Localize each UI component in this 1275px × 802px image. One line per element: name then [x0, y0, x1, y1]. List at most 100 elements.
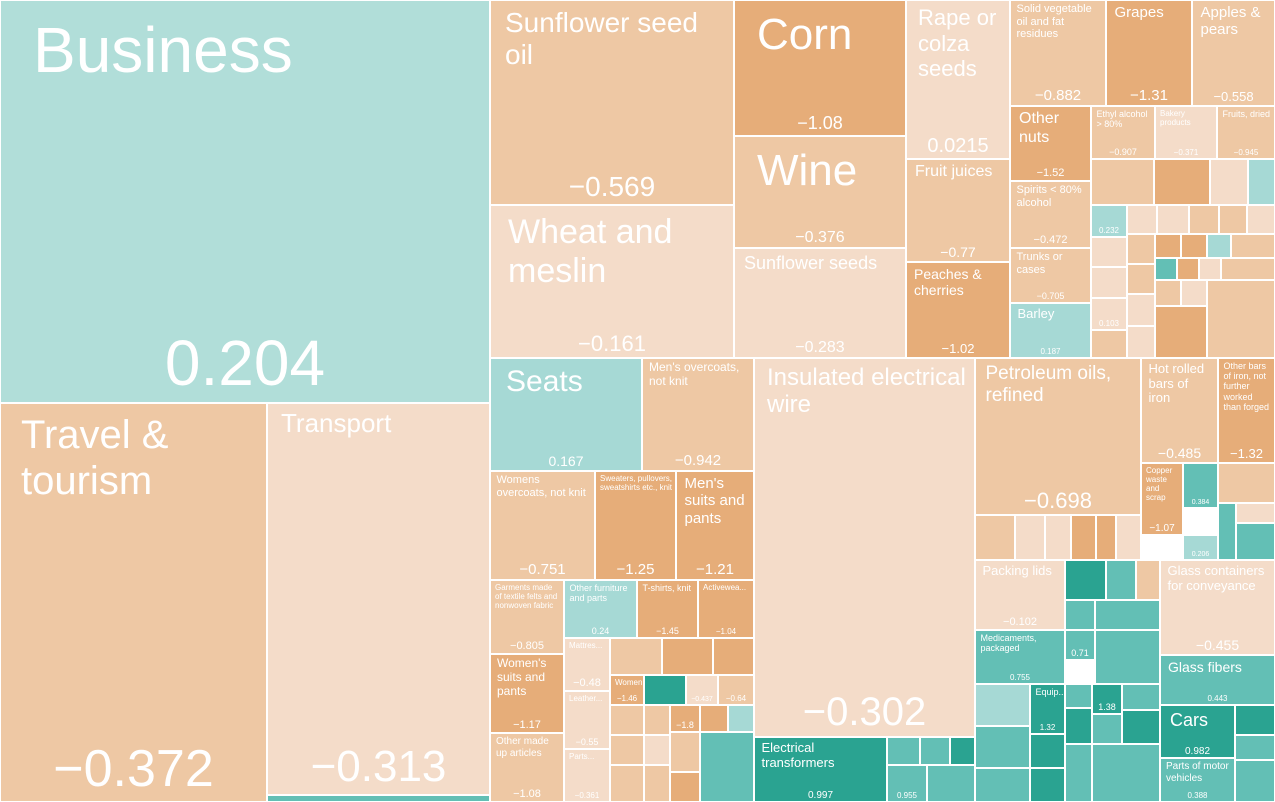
treemap-tile-cars[interactable]: Cars 0.982: [1160, 705, 1235, 758]
treemap-tile-53[interactable]: 0.71: [1065, 630, 1095, 660]
treemap-filler-cell: [1155, 306, 1207, 358]
treemap-filler-cell: [1157, 205, 1189, 234]
treemap-filler-cell: [1065, 684, 1092, 708]
treemap-filler-cell: [1091, 159, 1154, 205]
treemap-tile-electrical-transformers[interactable]: Electrical transformers 0.997: [754, 737, 887, 802]
treemap-tile-21[interactable]: 0.232: [1091, 205, 1127, 237]
treemap-tile-glass-containers-for-conveyance[interactable]: Glass containers for conveyance −0.455: [1160, 560, 1275, 655]
treemap-tile-label: Medicaments, packaged: [980, 632, 1037, 654]
treemap-tile-seats[interactable]: Seats 0.167: [490, 358, 642, 471]
treemap-tile-trunks-or-cases[interactable]: Trunks or cases −0.705: [1010, 248, 1091, 303]
treemap-filler-cell: [1136, 560, 1160, 600]
treemap-filler-cell: [1065, 708, 1092, 744]
treemap-tile-hot-rolled-bars-of-iron[interactable]: Hot rolled bars of iron −0.485: [1141, 358, 1218, 463]
treemap-tile-label: Business: [33, 13, 293, 86]
treemap-tile-value: −0.455: [1195, 636, 1240, 653]
treemap-tile-value: −1.32: [1230, 446, 1263, 462]
treemap-tile-transport[interactable]: Transport −0.313: [267, 403, 490, 795]
treemap-tile-women-s-suits-and-pants[interactable]: Women's suits and pants −1.17: [490, 654, 564, 733]
treemap-tile-equip[interactable]: Equip... 1.32: [1030, 684, 1065, 734]
treemap-filler-cell: [1045, 515, 1071, 560]
treemap-filler-cell: [610, 705, 644, 735]
treemap-tile-sunflower-seed-oil[interactable]: Sunflower seed oil −0.569: [490, 0, 734, 205]
treemap-filler-cell: [1207, 234, 1231, 258]
treemap-filler-cell: [1092, 714, 1122, 744]
treemap-filler-cell: [700, 732, 754, 802]
treemap-tile-corn[interactable]: Corn −1.08: [734, 0, 906, 136]
treemap-tile-other-nuts[interactable]: Other nuts −1.52: [1010, 106, 1091, 181]
treemap-tile-value: −1.08: [797, 113, 843, 134]
treemap-tile-value: 0.204: [164, 327, 326, 400]
treemap-tile-wine[interactable]: Wine −0.376: [734, 136, 906, 248]
treemap-tile-women[interactable]: Women... −1.46: [610, 675, 644, 705]
treemap-tile-48[interactable]: 0.384: [1183, 463, 1218, 508]
treemap-filler-cell: [1091, 237, 1127, 267]
treemap-tile-fruit-juices[interactable]: Fruit juices −0.77: [906, 159, 1010, 262]
treemap-tile-value: −0.48: [573, 677, 601, 690]
treemap-tile-activewea[interactable]: Activewea... −1.04: [698, 580, 754, 638]
treemap-tile-mattres[interactable]: Mattres... −0.48: [564, 638, 610, 691]
treemap-tile-garments-made-of-textile-felts-and-nonwoven-fabric[interactable]: Garments made of textile felts and nonwo…: [490, 580, 564, 654]
treemap-tile-label: Sunflower seeds: [744, 252, 878, 273]
treemap-tile-fruits-dried[interactable]: Fruits, dried −0.945: [1217, 106, 1275, 159]
treemap-tile-22[interactable]: 0.103: [1091, 298, 1127, 330]
treemap-tile-value: 0.997: [807, 789, 834, 801]
treemap-tile-sweaters-pullovers-sweatshirts-etc-knit[interactable]: Sweaters, pullovers, sweatshirts etc., k…: [595, 471, 676, 580]
treemap-tile-petroleum-oils-refined[interactable]: Petroleum oils, refined −0.698: [975, 358, 1141, 515]
treemap-filler-cell: [1181, 280, 1207, 306]
treemap-tile-peaches-cherries[interactable]: Peaches & cherries −1.02: [906, 262, 1010, 358]
treemap-tile-parts[interactable]: Parts... −0.361: [564, 749, 610, 802]
treemap-tile-value: −1.25: [616, 560, 655, 578]
treemap-tile-value: −0.313: [310, 742, 447, 792]
treemap-filler-cell: [1127, 205, 1157, 234]
treemap-tile-wheat-and-meslin[interactable]: Wheat and meslin −0.161: [490, 205, 734, 358]
treemap-filler-cell: [1218, 503, 1236, 560]
treemap-tile-55[interactable]: 1.38: [1092, 684, 1122, 714]
treemap-tile-ethyl-alcohol-80[interactable]: Ethyl alcohol > 80% −0.907: [1091, 106, 1155, 159]
treemap-tile-value: −1.07: [1149, 522, 1175, 534]
treemap-filler-cell: [1015, 515, 1045, 560]
treemap-tile-womens-overcoats-not-knit[interactable]: Womens overcoats, not knit −0.751: [490, 471, 595, 580]
treemap-tile-38[interactable]: −1.8: [670, 705, 700, 732]
treemap-tile-apples-pears[interactable]: Apples & pears −0.558: [1192, 0, 1275, 106]
treemap-tile-solid-vegetable-oil-and-fat-residues[interactable]: Solid vegetable oil and fat residues −0.8…: [1010, 0, 1106, 106]
treemap-filler-cell: [1231, 234, 1275, 258]
treemap-tile-t-shirts-knit[interactable]: T-shirts, knit −1.45: [637, 580, 698, 638]
treemap-filler-cell: [1189, 205, 1219, 234]
treemap-tile-49[interactable]: 0.206: [1183, 535, 1218, 560]
treemap-tile-packing-lids[interactable]: Packing lids −0.102: [975, 560, 1065, 630]
treemap-tile-men-s-suits-and-pants[interactable]: Men's suits and pants −1.21: [676, 471, 754, 580]
treemap-tile-grapes[interactable]: Grapes −1.31: [1106, 0, 1192, 106]
treemap-tile-glass-fibers[interactable]: Glass fibers 0.443: [1160, 655, 1275, 705]
treemap-tile-leather[interactable]: Leather... −0.55: [564, 691, 610, 749]
treemap-tile-business[interactable]: Business 0.204: [0, 0, 490, 403]
treemap-tile-rape-or-colza-seeds[interactable]: Rape or colza seeds 0.0215: [906, 0, 1010, 159]
treemap-tile-value: 0.388: [1187, 790, 1208, 800]
treemap-tile-value: 0.0215: [927, 135, 989, 157]
treemap-tile-value: −0.569: [568, 170, 656, 202]
treemap-tile-43[interactable]: 0.955: [887, 765, 927, 802]
treemap-tile-copper-waste-and-scrap[interactable]: Copper waste and scrap −1.07: [1141, 463, 1183, 535]
treemap-filler-cell: [1235, 705, 1275, 735]
treemap-tile-value: 0.384: [1191, 498, 1210, 506]
treemap-tile-other-bars-of-iron-not-further-worked-than-forged[interactable]: Other bars of iron, not further worked t…: [1218, 358, 1275, 463]
treemap-filler-cell: [644, 765, 670, 802]
treemap-tile-sunflower-seeds[interactable]: Sunflower seeds −0.283: [734, 248, 906, 358]
treemap-tile-barley[interactable]: Barley 0.187: [1010, 303, 1091, 358]
treemap-tile-other-furniture-and-parts[interactable]: Other furniture and parts 0.24: [564, 580, 637, 638]
treemap-tile-parts-of-motor-vehicles[interactable]: Parts of motor vehicles 0.388: [1160, 758, 1235, 802]
treemap-tile-other-made-up-articles[interactable]: Other made up articles −1.08: [490, 733, 564, 802]
treemap-filler-cell: [644, 735, 670, 765]
treemap-tile-insulated-electrical-wire[interactable]: Insulated electrical wire −0.302: [754, 358, 975, 737]
treemap-tile-bakery-products[interactable]: Bakery products −0.371: [1155, 106, 1217, 159]
treemap-tile-spirits-80-alcohol[interactable]: Spirits < 80% alcohol −0.472: [1010, 181, 1091, 248]
treemap-tile-medicaments-packaged[interactable]: Medicaments, packaged 0.755: [975, 630, 1065, 684]
treemap-tile-39[interactable]: −0.437: [686, 675, 718, 705]
treemap-tile-value: 0.232: [1098, 225, 1120, 235]
treemap-tile-men-s-overcoats-not-knit[interactable]: Men's overcoats, not knit −0.942: [642, 358, 754, 471]
treemap-tile-travel-tourism[interactable]: Travel & tourism −0.372: [0, 403, 267, 802]
treemap-tile-40[interactable]: −0.64: [718, 675, 754, 705]
treemap-tile-label: Copper waste and scrap: [1146, 465, 1173, 503]
treemap-tile-label: T-shirts, knit: [642, 582, 692, 593]
